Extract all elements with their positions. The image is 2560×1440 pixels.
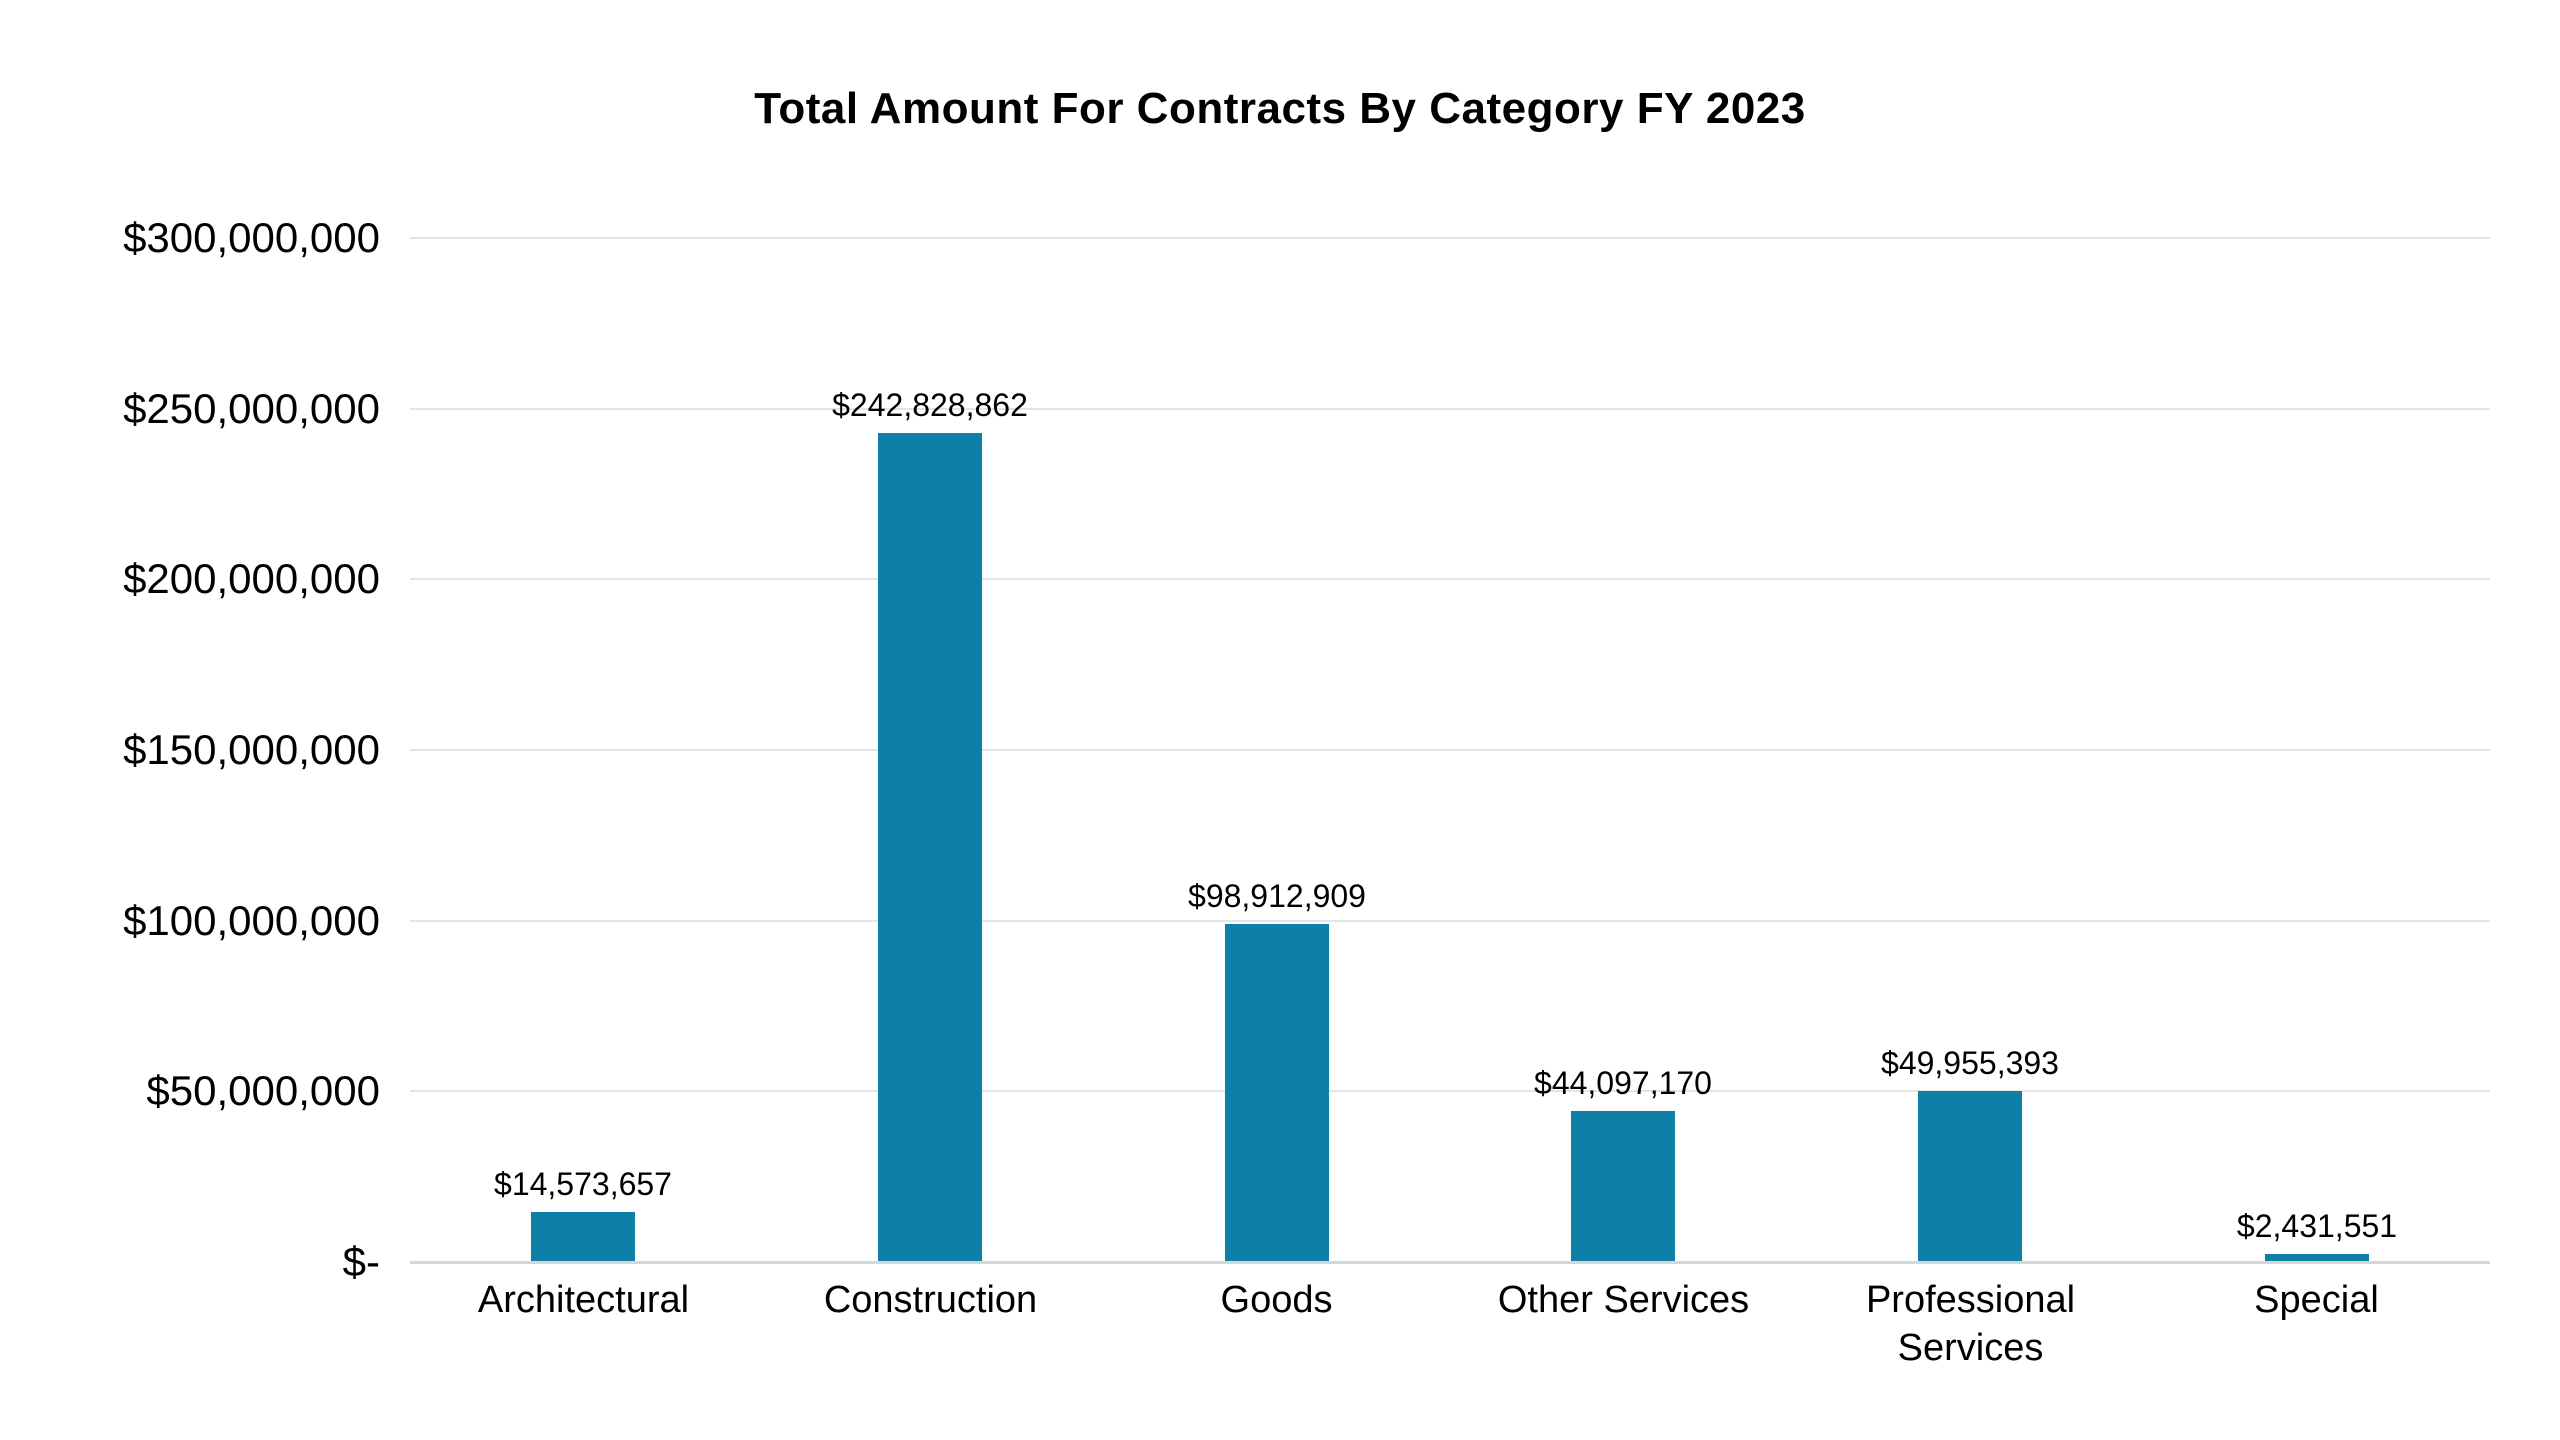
category-label: Architectural bbox=[477, 1279, 690, 1321]
gridline bbox=[410, 578, 2490, 580]
gridline bbox=[410, 920, 2490, 922]
bar-value-label: $98,912,909 bbox=[1188, 878, 1366, 914]
bar-value-label: $242,828,862 bbox=[832, 387, 1028, 423]
bar bbox=[878, 433, 982, 1262]
y-tick-label: $200,000,000 bbox=[123, 555, 380, 602]
category-label: Goods bbox=[1220, 1279, 1333, 1321]
bar bbox=[1225, 924, 1329, 1262]
bar bbox=[1571, 1111, 1675, 1262]
bar bbox=[1918, 1091, 2022, 1262]
plot-area: $300,000,000 $250,000,000 $200,000,000 $150… bbox=[123, 217, 2490, 1369]
bar-value-label: $14,573,657 bbox=[494, 1166, 672, 1202]
bar bbox=[2265, 1254, 2369, 1262]
gridline bbox=[410, 408, 2490, 410]
bar-value-label: $49,955,393 bbox=[1881, 1045, 2059, 1081]
category-label: Special bbox=[2254, 1279, 2379, 1321]
y-tick-label: $100,000,000 bbox=[123, 897, 380, 944]
y-tick-label: $50,000,000 bbox=[146, 1067, 380, 1114]
bar-value-label: $2,431,551 bbox=[2236, 1208, 2398, 1244]
category-label: Professional Services bbox=[1865, 1279, 2076, 1369]
category-label: Construction bbox=[823, 1279, 1038, 1321]
bar bbox=[531, 1212, 635, 1262]
chart-title: Total Amount For Contracts By Category F… bbox=[754, 84, 1806, 133]
category-label: Other Services bbox=[1497, 1279, 1750, 1321]
bar-value-label: $44,097,170 bbox=[1534, 1065, 1712, 1101]
y-tick-label: $150,000,000 bbox=[123, 726, 380, 773]
gridline bbox=[410, 1090, 2490, 1092]
gridline bbox=[410, 749, 2490, 751]
y-tick-label: $250,000,000 bbox=[123, 385, 380, 432]
gridline bbox=[410, 237, 2490, 239]
x-axis-baseline bbox=[410, 1261, 2490, 1264]
y-tick-label: $- bbox=[342, 1238, 380, 1285]
y-tick-label: $300,000,000 bbox=[123, 214, 380, 261]
